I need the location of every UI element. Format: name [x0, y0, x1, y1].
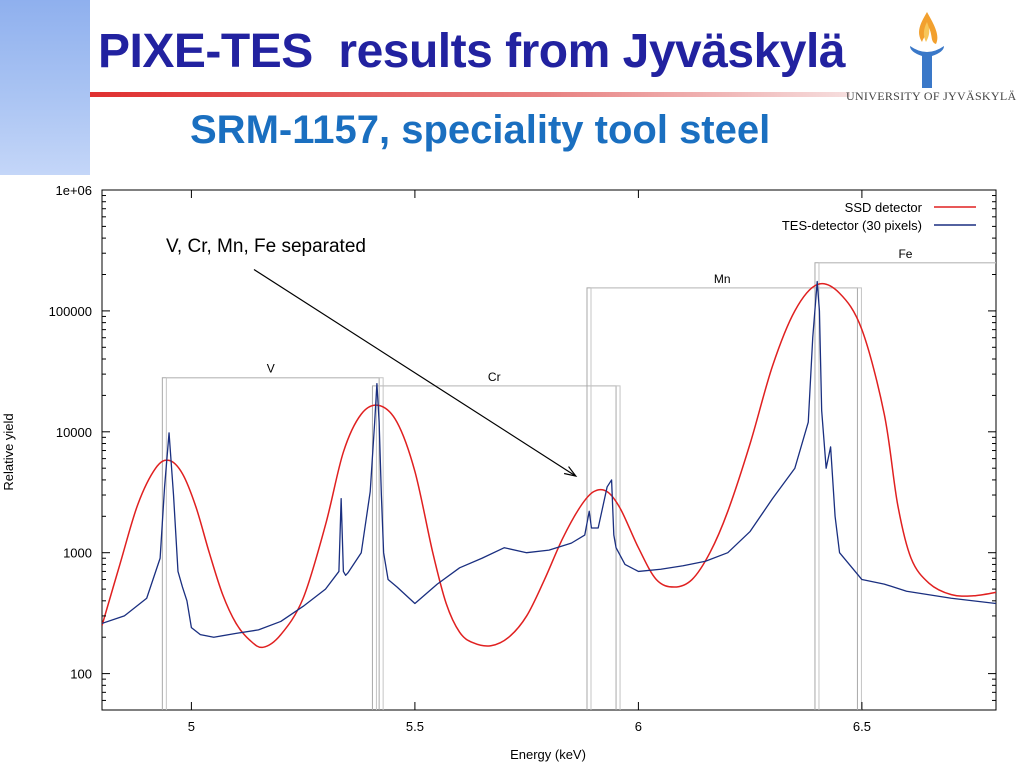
- element-window-label: Mn: [714, 272, 731, 286]
- element-window-mn: Mn: [586, 272, 862, 710]
- title-rule: [90, 92, 850, 97]
- annotation-text: V, Cr, Mn, Fe separated: [166, 236, 366, 257]
- legend: SSD detector TES-detector (30 pixels): [782, 200, 976, 233]
- slide-subtitle: SRM-1157, speciality tool steel: [190, 108, 771, 152]
- y-axis-label: Relative yield: [1, 413, 16, 490]
- y-tick-label: 10000: [56, 425, 92, 440]
- torch-icon: [910, 12, 944, 88]
- x-axis-label: Energy (keV): [510, 747, 586, 762]
- y-tick-label: 1000: [63, 546, 92, 561]
- slide-title: PIXE-TES results from Jyväskylä: [98, 25, 846, 78]
- y-tick-label: 100000: [49, 304, 92, 319]
- legend-label: TES-detector (30 pixels): [782, 218, 922, 233]
- left-accent-bar: [0, 0, 90, 175]
- series-line-ssd: [102, 282, 996, 649]
- y-tick-label: 100: [70, 667, 92, 682]
- x-tick-label: 6.5: [853, 719, 871, 734]
- element-window-label: Fe: [898, 247, 912, 261]
- y-tick-label: 1e+06: [55, 183, 92, 198]
- element-window-fe: Fe: [814, 247, 996, 710]
- x-tick-label: 5: [188, 719, 195, 734]
- university-logo-text: UNIVERSITY OF JYVÄSKYLÄ: [846, 89, 1017, 103]
- annotation-arrowhead: [563, 466, 578, 478]
- element-window-label: V: [267, 362, 275, 376]
- annotation: V, Cr, Mn, Fe separated: [166, 236, 578, 478]
- legend-label: SSD detector: [845, 200, 923, 215]
- element-window-label: Cr: [488, 370, 501, 384]
- plot-area: V Cr Mn Fe 5 5.5 6 6.5 100 1000 10000 100000 1e+06: [49, 183, 997, 734]
- annotation-arrow: [253, 268, 577, 477]
- series-line-tes: [102, 280, 996, 638]
- plot-frame: [101, 189, 997, 711]
- x-tick-label: 6: [635, 719, 642, 734]
- x-tick-label: 5.5: [406, 719, 424, 734]
